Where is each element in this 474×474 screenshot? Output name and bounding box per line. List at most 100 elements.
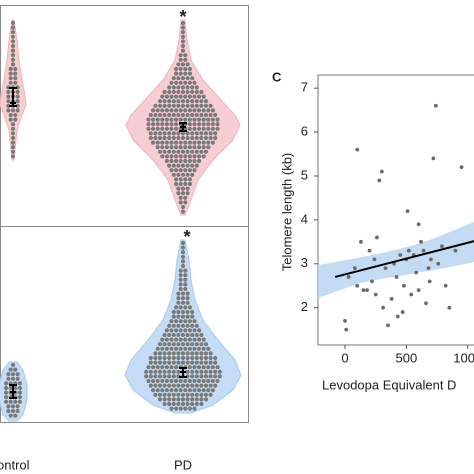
swarm-dot (180, 85, 186, 90)
significance-marker: * (183, 227, 190, 247)
swarm-dot (199, 135, 204, 141)
swarm-dot (164, 117, 169, 122)
swarm-dot (192, 168, 197, 173)
swarm-dot (180, 291, 186, 296)
swarm-dot (153, 355, 158, 361)
swarm-dot (201, 365, 206, 370)
swarm-dot (6, 94, 11, 99)
swarm-dot (213, 383, 218, 388)
swarm-dot (171, 323, 176, 328)
swarm-dot (210, 108, 215, 113)
swarm-dot (185, 163, 190, 168)
swarm-dot (187, 145, 192, 150)
scatter-point (453, 248, 458, 253)
swarm-dot (180, 131, 186, 136)
swarm-dot (185, 149, 190, 154)
swarm-dot (190, 360, 195, 365)
swarm-dot (155, 140, 160, 145)
swarm-dot (210, 388, 215, 393)
swarm-dot (194, 355, 199, 361)
swarm-dot (4, 385, 9, 391)
swarm-dot (180, 20, 186, 26)
swarm-dot (180, 99, 186, 104)
swarm-dot (178, 181, 183, 187)
swarm-dot (155, 365, 160, 370)
swarm-dot (157, 135, 163, 141)
swarm-dot (169, 378, 174, 384)
swarm-dot (176, 383, 181, 388)
swarm-dot (208, 360, 213, 365)
swarm-dot (208, 103, 213, 108)
swarm-dot (151, 122, 156, 127)
swarm-dot (155, 108, 160, 113)
swarm-dot (171, 401, 176, 407)
swarm-dot (6, 408, 11, 414)
swarm-dot (190, 323, 195, 328)
swarm-dot (192, 117, 197, 122)
swarm-dot (183, 328, 188, 333)
swarm-dot (194, 135, 199, 141)
scatter-point (419, 239, 423, 244)
swarm-dot (178, 346, 183, 351)
swarm-dot (185, 392, 190, 397)
swarm-dot (180, 351, 186, 356)
swarm-dot (197, 145, 202, 150)
swarm-dot (199, 360, 204, 365)
swarm-dot (194, 163, 199, 168)
swarm-dot (194, 392, 199, 397)
swarm-dot (169, 140, 174, 145)
panel-label: C (272, 69, 282, 84)
swarm-dot (199, 332, 204, 338)
swarm-dot (171, 99, 176, 104)
swarm-dot (208, 369, 213, 374)
swarm-dot (178, 277, 183, 282)
swarm-dot (167, 332, 172, 338)
swarm-dot (4, 381, 9, 386)
swarm-dot (174, 305, 179, 310)
swarm-dot (185, 62, 190, 67)
swarm-dot (10, 53, 16, 58)
y-tick-label: 7 (301, 80, 308, 95)
swarm-dot (176, 76, 181, 81)
swarm-dot (190, 131, 195, 136)
swarm-dot (185, 351, 190, 356)
swarm-dot (15, 94, 20, 99)
swarm-dot (180, 323, 186, 328)
swarm-dot (192, 328, 197, 333)
swarm-dot (153, 103, 158, 108)
swarm-dot (206, 388, 211, 393)
swarm-dot (4, 399, 9, 404)
swarm-dot (10, 404, 16, 409)
swarm-dot (8, 413, 13, 418)
swarm-dot (183, 108, 188, 113)
swarm-dot (183, 200, 188, 205)
swarm-dot (169, 337, 174, 342)
swarm-dot (10, 376, 16, 381)
swarm-dot (183, 140, 188, 145)
swarm-dot (194, 383, 199, 388)
swarm-dot (176, 172, 181, 177)
swarm-dot (180, 401, 186, 407)
swarm-dot (162, 342, 167, 347)
swarm-dot (17, 390, 22, 395)
scatter-point (400, 310, 405, 314)
swarm-dot (194, 397, 199, 402)
swarm-dot (174, 378, 179, 384)
swarm-dot (190, 397, 195, 402)
swarm-dot (185, 401, 190, 407)
swarm-dot (160, 122, 165, 127)
swarm-dot (180, 245, 186, 250)
swarm-dot (197, 158, 202, 164)
scatter-point (373, 292, 378, 297)
scatter-point (343, 318, 347, 323)
swarm-dot (192, 154, 197, 159)
swarm-dot (174, 94, 179, 99)
swarm-dot (213, 374, 218, 379)
swarm-dot (157, 369, 163, 374)
swarm-dot (174, 126, 179, 131)
swarm-dot (169, 406, 174, 411)
violin (125, 19, 241, 216)
swarm-dot (210, 117, 215, 122)
swarm-dot (201, 346, 206, 351)
swarm-dot (199, 374, 204, 379)
